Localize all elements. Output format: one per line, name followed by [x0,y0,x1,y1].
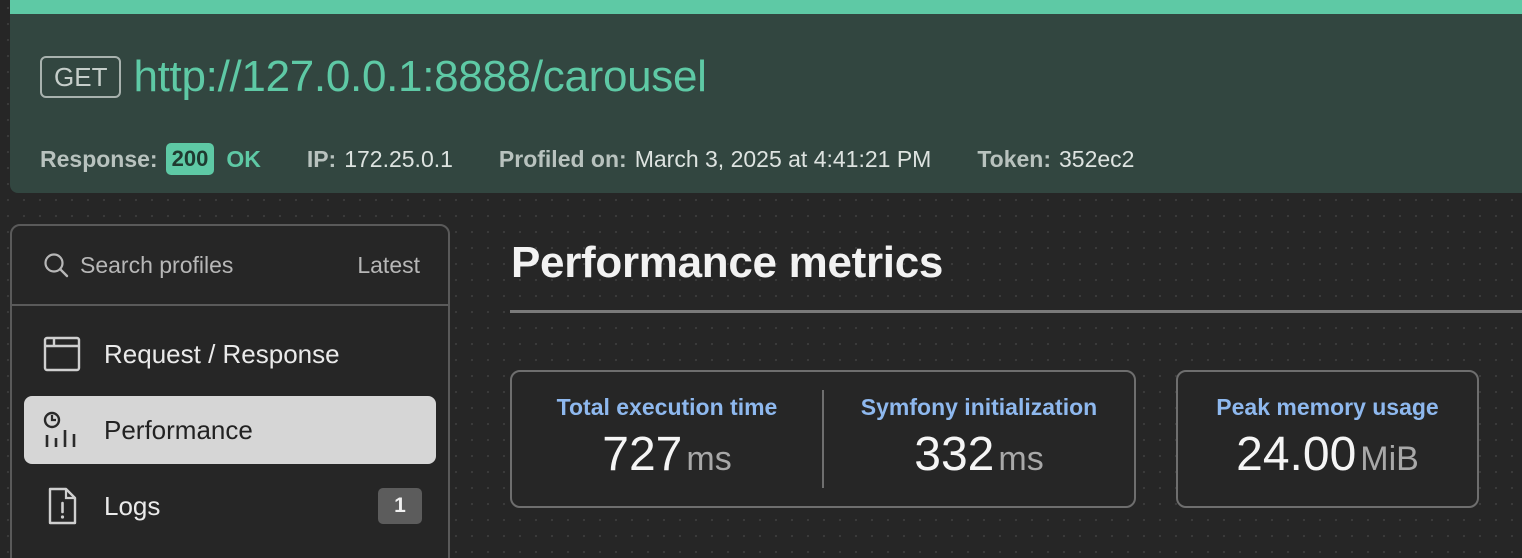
profiled-label: Profiled on: [498,145,627,172]
search-icon[interactable] [42,251,70,279]
metric-peak-memory-usage: Peak memory usage 24.00 MiB [1178,372,1477,506]
metric-label: Symfony initialization [860,394,1098,420]
metric-value: 332 [914,428,995,481]
request-summary: GET http://127.0.0.1:8888/carousel Respo… [10,0,1522,193]
ip-label: IP: [306,145,337,172]
metric-total-execution-time: Total execution time 727 ms [512,372,822,506]
ip-info: IP: 172.25.0.1 [307,146,453,173]
sidebar-menu: Request / Response Performance Logs 1 [12,306,448,540]
metric-value: 24.00 [1236,428,1357,481]
sidebar-item-request-response[interactable]: Request / Response [24,320,436,388]
response-label: Response: [40,145,158,172]
sidebar-item-label: Performance [104,414,253,445]
latest-link[interactable]: Latest [357,251,420,278]
logs-count-badge: 1 [378,488,422,524]
log-file-icon [48,487,77,525]
metric-value: 727 [602,428,683,481]
performance-icon [43,411,76,447]
profiled-value: March 3, 2025 at 4:41:21 PM [634,145,932,172]
summary-title: GET http://127.0.0.1:8888/carousel [40,54,707,100]
metrics-group-timing: Total execution time 727 ms Symfony init… [510,370,1136,508]
request-url-link[interactable]: http://127.0.0.1:8888/carousel [133,52,707,101]
sidebar-item-performance[interactable]: Performance [24,396,436,464]
metric-unit: MiB [1360,440,1419,478]
page-title: Performance metrics [511,238,944,287]
metric-unit: ms [998,440,1044,478]
token-link[interactable]: 352ec2 [1059,145,1135,172]
title-divider [510,310,1522,313]
metric-unit: ms [686,440,732,478]
summary-meta: Response: 200 OK IP: 172.25.0.1 Profiled… [40,142,1180,176]
response-status: Response: 200 OK [40,143,261,175]
sidebar: Search profiles Latest Request / Respons… [10,224,450,558]
search-profiles-link[interactable]: Search profiles [80,251,234,278]
http-method-badge: GET [40,56,122,98]
sidebar-item-logs[interactable]: Logs 1 [24,472,436,540]
metric-value-row: 727 ms [602,427,731,482]
ip-value: 172.25.0.1 [344,145,453,172]
token-label: Token: [977,145,1052,172]
status-code-badge: 200 [165,143,215,175]
token-info: Token: 352ec2 [977,146,1134,173]
metric-value-row: 24.00 MiB [1236,427,1419,482]
status-text: OK [226,145,261,172]
metric-symfony-initialization: Symfony initialization 332 ms [822,390,1134,488]
metric-label: Peak memory usage [1216,394,1439,420]
metrics-group-memory: Peak memory usage 24.00 MiB [1176,370,1479,508]
sidebar-search-bar: Search profiles Latest [12,226,448,306]
profiled-info: Profiled on: March 3, 2025 at 4:41:21 PM [499,146,931,173]
metric-value-row: 332 ms [914,427,1043,482]
metric-label: Total execution time [556,394,778,420]
window-icon [43,336,81,372]
sidebar-item-label: Request / Response [104,338,340,369]
sidebar-item-label: Logs [104,490,161,521]
